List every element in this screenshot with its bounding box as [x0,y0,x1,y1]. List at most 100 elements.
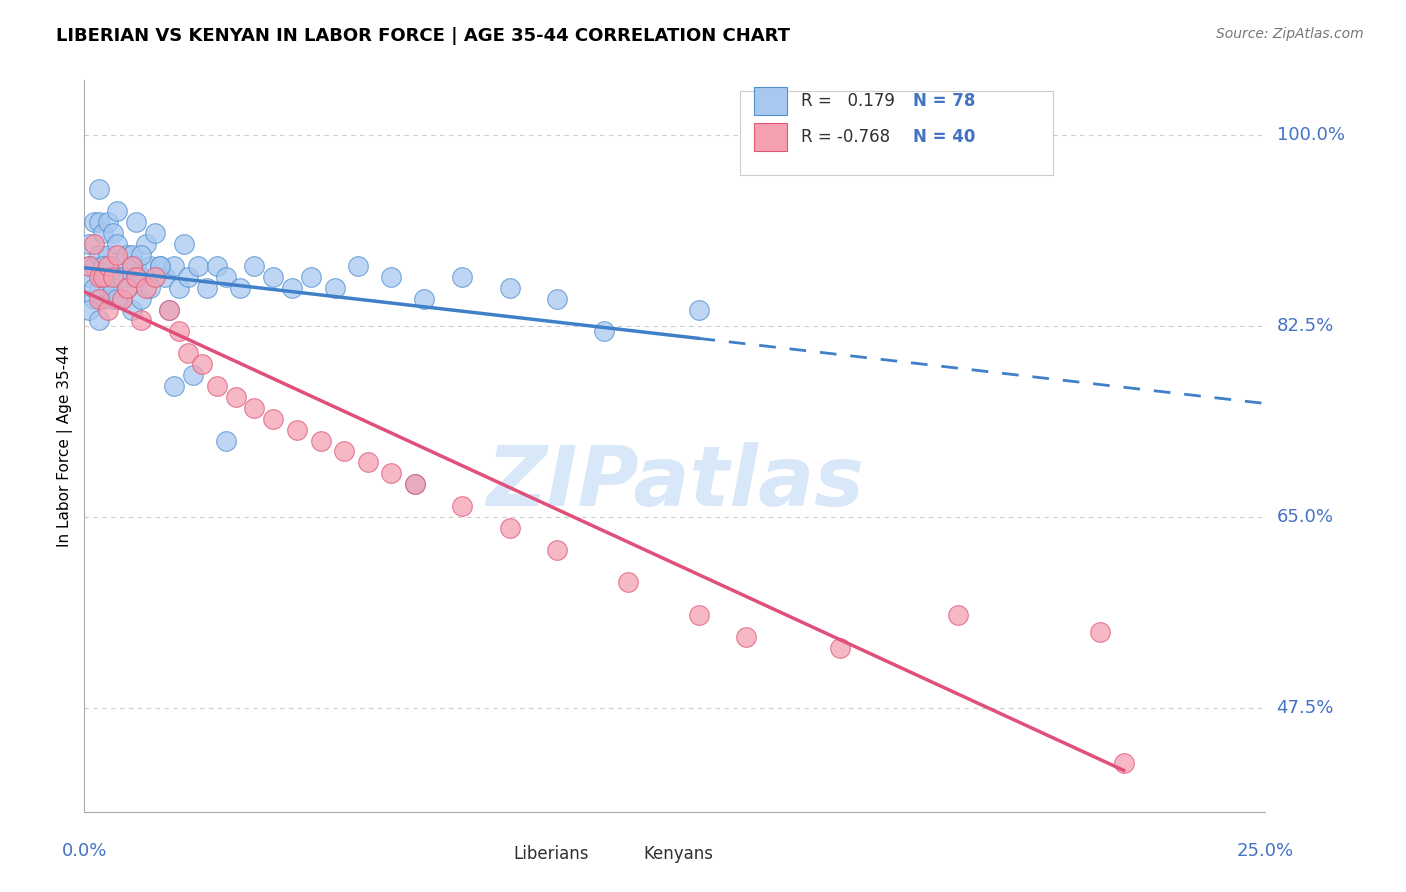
Point [97,269,120,284]
Point [225,390,247,404]
Point [157,302,180,317]
Point [177,269,200,284]
FancyBboxPatch shape [610,843,636,865]
Point [173,237,195,252]
Point [87,313,110,327]
Point [205,259,228,273]
Point [77,259,100,273]
Point [347,259,370,273]
Point [498,281,520,295]
Point [357,455,380,469]
Point [191,357,214,371]
Text: Source: ZipAtlas.com: Source: ZipAtlas.com [1216,27,1364,41]
Point [87,281,110,295]
Point [83,237,105,252]
Point [91,269,114,284]
Text: 100.0%: 100.0% [1277,126,1344,144]
Point [451,269,474,284]
Point [135,237,157,252]
Point [101,281,124,295]
Point [121,259,143,273]
Point [688,302,710,317]
Point [83,259,105,273]
Point [157,302,180,317]
Point [125,215,148,229]
Point [97,302,120,317]
Point [734,630,756,644]
Point [101,292,124,306]
Point [451,499,474,513]
Point [101,226,124,240]
Point [299,269,322,284]
Point [107,248,129,262]
Point [195,281,218,295]
Point [498,521,520,535]
Point [87,292,110,306]
Point [129,248,152,262]
Text: 47.5%: 47.5% [1277,699,1334,717]
Point [125,269,148,284]
Point [243,401,266,415]
Point [87,215,110,229]
Point [115,248,138,262]
FancyBboxPatch shape [479,843,506,865]
Point [285,423,308,437]
Point [91,259,114,273]
Point [281,281,304,295]
Point [87,248,110,262]
Point [309,434,332,448]
Point [91,292,114,306]
Point [97,215,120,229]
Point [593,324,616,338]
Text: R = -0.768: R = -0.768 [801,128,890,146]
Point [380,467,402,481]
Point [143,269,166,284]
Point [187,259,209,273]
Point [87,182,110,196]
Point [97,259,120,273]
Point [149,259,172,273]
Point [215,434,238,448]
Point [333,444,356,458]
Text: Liberians: Liberians [513,845,589,863]
Point [129,292,152,306]
Point [948,608,970,623]
Text: Kenyans: Kenyans [643,845,713,863]
Point [111,292,134,306]
Point [163,259,186,273]
Point [205,379,228,393]
Point [616,575,638,590]
Point [91,226,114,240]
Point [229,281,252,295]
Text: 82.5%: 82.5% [1277,317,1334,334]
Point [107,269,129,284]
Point [77,302,100,317]
Point [97,248,120,262]
Point [167,324,190,338]
Point [380,269,402,284]
Point [107,237,129,252]
Point [139,259,162,273]
Point [129,313,152,327]
Point [87,269,110,284]
Point [125,259,148,273]
Point [167,281,190,295]
Point [83,281,105,295]
Point [546,542,568,557]
Text: 65.0%: 65.0% [1277,508,1333,526]
Text: LIBERIAN VS KENYAN IN LABOR FORCE | AGE 35-44 CORRELATION CHART: LIBERIAN VS KENYAN IN LABOR FORCE | AGE … [56,27,790,45]
Point [404,477,426,491]
Point [121,259,143,273]
Point [546,292,568,306]
Y-axis label: In Labor Force | Age 35-44: In Labor Force | Age 35-44 [58,345,73,547]
Point [111,292,134,306]
Point [243,259,266,273]
Point [153,269,176,284]
Point [135,281,157,295]
Point [111,269,134,284]
Point [83,215,105,229]
Point [115,281,138,295]
Text: N = 40: N = 40 [914,128,976,146]
Point [1088,624,1111,639]
Point [121,302,143,317]
